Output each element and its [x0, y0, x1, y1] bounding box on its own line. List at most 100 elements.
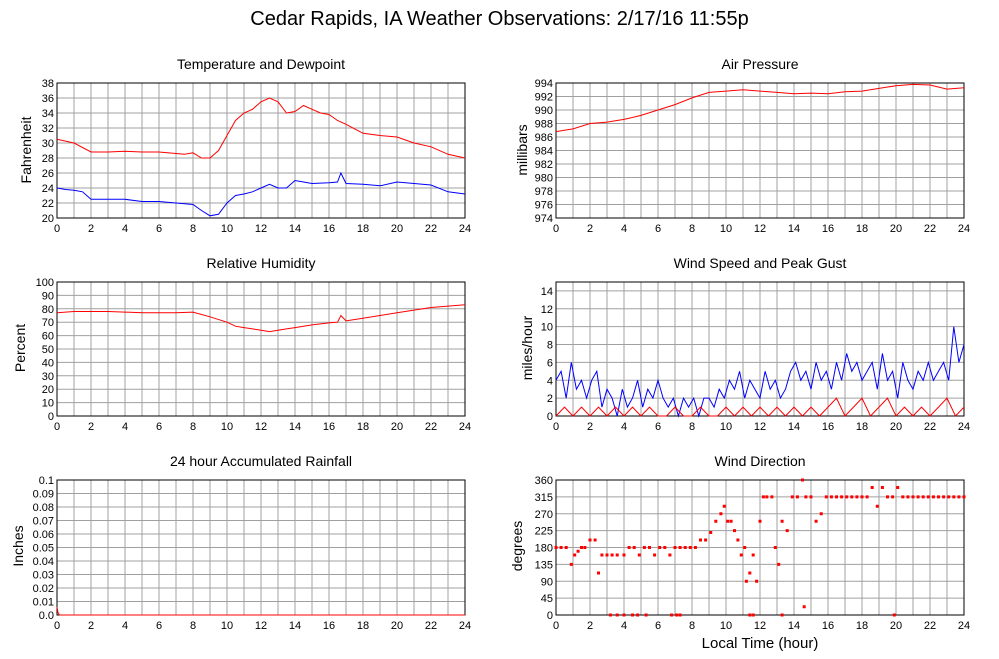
- direction-point: [622, 613, 626, 617]
- direction-point: [642, 546, 646, 549]
- direction-point: [892, 613, 896, 617]
- direction-point: [916, 495, 920, 499]
- direction-point: [648, 546, 651, 549]
- temp-ytick-label: 32: [42, 123, 54, 135]
- temp-ytick-label: 36: [42, 93, 54, 105]
- direction-point: [615, 613, 619, 617]
- direction-point: [637, 553, 641, 557]
- direction-point: [785, 529, 789, 533]
- pressure-ytick-label: 994: [535, 78, 553, 90]
- rain-xtick-label: 8: [190, 620, 196, 632]
- direction-point: [845, 495, 849, 499]
- direction-point: [758, 519, 762, 523]
- direction-point: [804, 495, 808, 499]
- direction-point: [736, 538, 740, 542]
- wind-xtick-label: 10: [720, 421, 732, 433]
- direction-ytick-label: 180: [535, 543, 553, 555]
- rain-ytick-label: 0.04: [33, 556, 54, 568]
- direction-xtick-label: 16: [822, 620, 834, 632]
- direction-point: [704, 538, 708, 542]
- rain-xtick-label: 18: [357, 620, 369, 632]
- direction-point: [824, 495, 828, 499]
- direction-point: [777, 562, 781, 566]
- wind-xtick-label: 6: [655, 421, 661, 433]
- direction-point: [709, 531, 713, 534]
- direction-point: [631, 613, 634, 617]
- pressure-xtick-label: 20: [890, 223, 902, 235]
- direction-point: [962, 495, 966, 499]
- pressure-xtick-label: 6: [655, 223, 661, 235]
- direction-panel-title: Wind Direction: [714, 453, 806, 469]
- humidity-ytick-label: 50: [42, 344, 54, 356]
- pressure-xtick-label: 12: [754, 223, 766, 235]
- rain-xtick-label: 10: [221, 620, 233, 632]
- direction-point: [576, 549, 580, 553]
- pressure-xtick-label: 24: [958, 223, 970, 235]
- direction-point: [780, 613, 784, 617]
- rain-xtick-label: 4: [122, 620, 128, 632]
- humidity-series-line-1: [56, 304, 466, 333]
- wind-xtick-label: 22: [924, 421, 936, 433]
- direction-point: [926, 495, 930, 499]
- wind-xtick-label: 16: [822, 421, 834, 433]
- pressure-xtick-label: 10: [720, 223, 732, 235]
- temp-xtick-label: 2: [88, 223, 94, 235]
- direction-ytick-label: 360: [535, 475, 553, 487]
- direction-point: [580, 546, 583, 549]
- direction-point: [744, 579, 748, 583]
- direction-xtick-label: 12: [754, 620, 766, 632]
- direction-point: [780, 519, 784, 523]
- direction-point: [855, 495, 859, 499]
- direction-point: [819, 512, 823, 516]
- direction-point: [678, 546, 682, 549]
- direction-point: [622, 553, 626, 557]
- direction-point: [673, 546, 677, 549]
- pressure-xtick-label: 2: [587, 223, 593, 235]
- pressure-xtick-label: 4: [621, 223, 627, 235]
- direction-point: [957, 495, 961, 499]
- direction-point: [947, 495, 951, 499]
- direction-point: [755, 579, 759, 583]
- direction-point: [699, 538, 702, 542]
- direction-xtick-label: 22: [924, 620, 936, 632]
- direction-point: [636, 613, 640, 617]
- direction-xtick-label: 10: [720, 620, 732, 632]
- pressure-ytick-label: 978: [535, 186, 553, 198]
- temp-xtick-label: 14: [289, 223, 301, 235]
- temp-ytick-label: 30: [42, 138, 54, 150]
- humidity-ytick-label: 10: [42, 398, 54, 410]
- direction-point: [733, 529, 736, 533]
- wind-ytick-label: 4: [547, 375, 553, 387]
- direction-point: [829, 495, 833, 499]
- direction-point: [814, 519, 818, 523]
- wind-xtick-label: 8: [689, 421, 695, 433]
- pressure-series-line-1: [555, 83, 965, 133]
- temp-series-line-2: [56, 171, 466, 217]
- x-axis-label: Local Time (hour): [701, 635, 819, 652]
- pressure-ytick-label: 988: [535, 119, 553, 131]
- humidity-xtick-label: 14: [289, 421, 301, 433]
- direction-point: [714, 519, 718, 523]
- direction-point: [921, 495, 925, 499]
- pressure-ytick-label: 974: [535, 213, 553, 225]
- direction-point: [678, 613, 682, 617]
- wind-ytick-label: 12: [541, 304, 553, 316]
- wind-ytick-label: 14: [541, 286, 553, 298]
- humidity-ytick-label: 30: [42, 371, 54, 383]
- humidity-xtick-label: 8: [190, 421, 196, 433]
- direction-point: [739, 553, 743, 557]
- pressure-ytick-label: 992: [535, 92, 553, 104]
- humidity-ytick-label: 60: [42, 331, 54, 343]
- temp-xtick-label: 8: [190, 223, 196, 235]
- humidity-xtick-label: 22: [425, 421, 437, 433]
- humidity-xtick-label: 20: [391, 421, 403, 433]
- wind-ytick-label: 8: [547, 340, 553, 352]
- direction-point: [875, 504, 879, 508]
- direction-point: [668, 553, 672, 557]
- direction-point: [801, 478, 804, 482]
- humidity-ytick-label: 90: [42, 290, 54, 302]
- humidity-xtick-label: 0: [54, 421, 60, 433]
- temp-xtick-label: 12: [255, 223, 267, 235]
- humidity-ytick-label: 40: [42, 357, 54, 369]
- humidity-xtick-label: 12: [255, 421, 267, 433]
